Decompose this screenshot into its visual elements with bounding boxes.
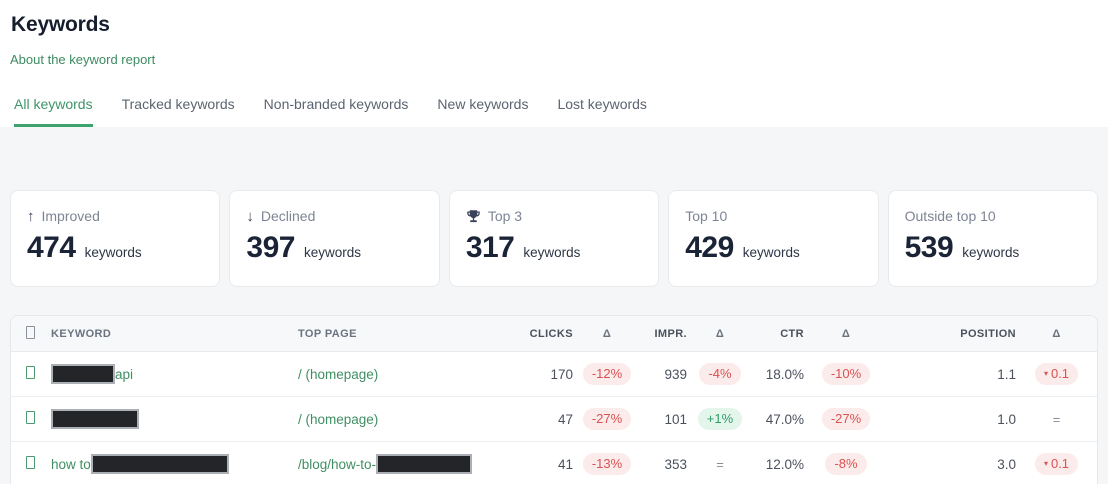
impressions-delta-badge: +1% (697, 408, 743, 430)
impressions-value: 939 (664, 366, 687, 382)
position-value: 3.0 (997, 456, 1016, 472)
select-all-checkbox[interactable] (26, 325, 35, 339)
position-value: 1.1 (997, 366, 1016, 382)
stat-unit: keywords (84, 245, 142, 260)
stat-value: 317 (465, 231, 515, 264)
col-header-impressions: IMPR. (654, 327, 687, 340)
top-page-text: /blog/how-to- (298, 456, 377, 472)
position-delta-badge: ▾ 0.1 (1034, 453, 1079, 475)
ctr-delta-badge: -10% (821, 363, 871, 385)
content-area: ↑ Improved 474 keywords ↓ Declined 397 k… (0, 127, 1108, 484)
stat-label: Improved (41, 208, 100, 224)
stat-unit: keywords (303, 245, 361, 260)
stat-value: 539 (904, 231, 954, 264)
col-header-position-delta: Δ (1052, 327, 1061, 340)
impressions-delta-badge: -4% (699, 363, 741, 385)
top-page-link[interactable]: /blog/how-to- (298, 454, 521, 474)
keyword-link[interactable]: how to (51, 454, 298, 474)
table-row: / (homepage) 47 -27% 101 +1% 47.0% -27% … (11, 397, 1097, 442)
redacted-keyword (51, 409, 139, 429)
position-delta-badge: ▾ 0.1 (1034, 363, 1079, 385)
stat-label: Outside top 10 (904, 208, 996, 224)
col-header-ctr: CTR (780, 327, 804, 340)
table-row: api / (homepage) 170 -12% 939 -4% 18.0% … (11, 352, 1097, 397)
table-header-row: KEYWORD TOP PAGE CLICKS Δ IMPR. Δ CTR Δ … (11, 316, 1097, 352)
col-header-top-page: TOP PAGE (298, 327, 357, 340)
keyword-tabs: All keywords Tracked keywords Non-brande… (10, 96, 1098, 127)
col-header-position: POSITION (960, 327, 1016, 340)
ctr-delta-badge: -8% (825, 453, 867, 475)
col-header-keyword: KEYWORD (51, 327, 112, 340)
redacted-keyword (90, 454, 229, 474)
col-header-ctr-delta: Δ (841, 327, 851, 340)
impressions-delta-badge: = (716, 456, 724, 472)
clicks-value: 170 (550, 366, 573, 382)
tab-lost-keywords[interactable]: Lost keywords (557, 96, 647, 112)
col-header-clicks-delta: Δ (602, 327, 612, 340)
redacted-top-page (376, 454, 473, 474)
stat-label: Top 10 (685, 208, 728, 224)
tab-tracked-keywords[interactable]: Tracked keywords (121, 96, 235, 112)
top-page-link[interactable]: / (homepage) (298, 367, 521, 382)
stat-card-top3: Top 3 317 keywords (448, 190, 660, 287)
stat-card-top10: Top 10 429 keywords (668, 190, 879, 287)
row-checkbox[interactable] (26, 456, 35, 469)
page-title: Keywords (11, 13, 110, 36)
col-header-impressions-delta: Δ (715, 327, 725, 340)
ctr-delta-badge: -27% (821, 408, 871, 430)
tab-all-keywords[interactable]: All keywords (14, 96, 93, 127)
stat-label: Declined (260, 208, 316, 224)
top-page-text: / (homepage) (298, 366, 379, 382)
ctr-value: 47.0% (765, 411, 804, 427)
table-row: how to /blog/how-to- 41 -13% 353 = 12.0%… (11, 442, 1097, 484)
stat-unit: keywords (523, 245, 581, 260)
arrow-up-icon: ↑ (27, 207, 35, 225)
page-header: Keywords About the keyword report All ke… (0, 0, 1108, 127)
redacted-keyword (51, 364, 115, 384)
keyword-text: api (115, 366, 134, 382)
col-header-clicks: CLICKS (529, 327, 573, 340)
stat-cards: ↑ Improved 474 keywords ↓ Declined 397 k… (10, 190, 1099, 287)
top-page-text: / (homepage) (298, 411, 379, 427)
row-checkbox[interactable] (26, 411, 35, 424)
impressions-value: 101 (664, 411, 687, 427)
stat-value: 474 (27, 231, 76, 264)
keyword-text: how to (51, 456, 91, 472)
clicks-delta-badge: -27% (582, 408, 632, 430)
keywords-table: KEYWORD TOP PAGE CLICKS Δ IMPR. Δ CTR Δ … (10, 315, 1098, 484)
position-delta-badge: = (1052, 411, 1061, 427)
stat-card-improved: ↑ Improved 474 keywords (10, 190, 221, 287)
ctr-value: 12.0% (765, 456, 804, 472)
top-page-link[interactable]: / (homepage) (298, 412, 521, 427)
tab-new-keywords[interactable]: New keywords (437, 96, 529, 112)
tab-non-branded-keywords[interactable]: Non-branded keywords (263, 96, 409, 112)
keyword-link[interactable] (51, 409, 298, 429)
trophy-icon (466, 209, 481, 224)
clicks-value: 41 (557, 456, 573, 472)
stat-label: Top 3 (487, 208, 523, 224)
arrow-down-icon: ↓ (246, 207, 254, 225)
impressions-value: 353 (664, 456, 687, 472)
stat-unit: keywords (962, 245, 1020, 260)
stat-value: 397 (246, 231, 295, 264)
stat-card-outside-top10: Outside top 10 539 keywords (887, 190, 1099, 287)
clicks-value: 47 (557, 411, 573, 427)
stat-card-declined: ↓ Declined 397 keywords (229, 190, 440, 287)
stat-value: 429 (685, 231, 734, 264)
stat-unit: keywords (742, 245, 800, 260)
ctr-value: 18.0% (765, 366, 804, 382)
clicks-delta-badge: -13% (582, 453, 632, 475)
clicks-delta-badge: -12% (582, 363, 632, 385)
keyword-link[interactable]: api (51, 364, 298, 384)
row-checkbox[interactable] (26, 366, 35, 379)
about-keyword-report-link[interactable]: About the keyword report (10, 52, 156, 67)
position-value: 1.0 (997, 411, 1016, 427)
